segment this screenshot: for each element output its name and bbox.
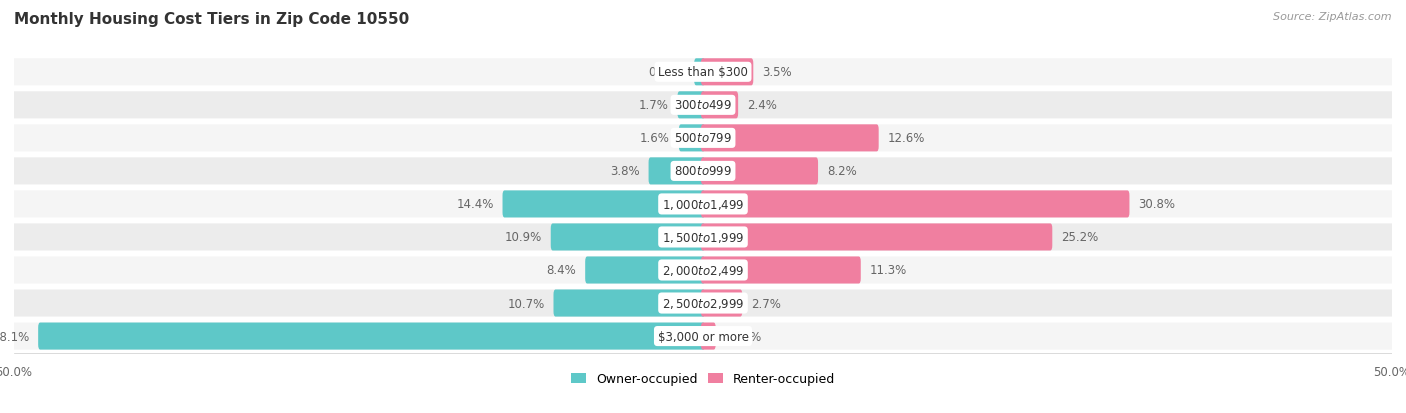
- Text: $300 to $499: $300 to $499: [673, 99, 733, 112]
- Legend: Owner-occupied, Renter-occupied: Owner-occupied, Renter-occupied: [567, 367, 839, 390]
- FancyBboxPatch shape: [702, 92, 738, 119]
- Text: 0.77%: 0.77%: [724, 330, 762, 343]
- FancyBboxPatch shape: [0, 290, 1406, 317]
- FancyBboxPatch shape: [0, 224, 1406, 251]
- FancyBboxPatch shape: [0, 257, 1406, 284]
- Text: $2,500 to $2,999: $2,500 to $2,999: [662, 296, 744, 310]
- Text: 10.7%: 10.7%: [508, 297, 544, 310]
- Text: 8.4%: 8.4%: [547, 264, 576, 277]
- Text: 3.8%: 3.8%: [610, 165, 640, 178]
- Text: 3.5%: 3.5%: [762, 66, 792, 79]
- FancyBboxPatch shape: [678, 92, 704, 119]
- FancyBboxPatch shape: [0, 191, 1406, 218]
- Text: 0.49%: 0.49%: [648, 66, 685, 79]
- FancyBboxPatch shape: [502, 191, 704, 218]
- Text: $500 to $799: $500 to $799: [673, 132, 733, 145]
- Text: Source: ZipAtlas.com: Source: ZipAtlas.com: [1274, 12, 1392, 22]
- FancyBboxPatch shape: [38, 323, 704, 350]
- FancyBboxPatch shape: [0, 92, 1406, 119]
- FancyBboxPatch shape: [702, 290, 742, 317]
- FancyBboxPatch shape: [702, 59, 754, 86]
- Text: 2.4%: 2.4%: [747, 99, 778, 112]
- Text: $800 to $999: $800 to $999: [673, 165, 733, 178]
- Text: $1,500 to $1,999: $1,500 to $1,999: [662, 230, 744, 244]
- Text: 48.1%: 48.1%: [0, 330, 30, 343]
- Text: 1.7%: 1.7%: [638, 99, 669, 112]
- FancyBboxPatch shape: [554, 290, 704, 317]
- FancyBboxPatch shape: [702, 191, 1129, 218]
- FancyBboxPatch shape: [0, 125, 1406, 152]
- Text: Monthly Housing Cost Tiers in Zip Code 10550: Monthly Housing Cost Tiers in Zip Code 1…: [14, 12, 409, 27]
- FancyBboxPatch shape: [0, 59, 1406, 86]
- FancyBboxPatch shape: [702, 257, 860, 284]
- FancyBboxPatch shape: [695, 59, 704, 86]
- FancyBboxPatch shape: [551, 224, 704, 251]
- Text: $1,000 to $1,499: $1,000 to $1,499: [662, 197, 744, 211]
- Text: 10.9%: 10.9%: [505, 231, 541, 244]
- FancyBboxPatch shape: [585, 257, 704, 284]
- Text: 14.4%: 14.4%: [456, 198, 494, 211]
- FancyBboxPatch shape: [648, 158, 704, 185]
- FancyBboxPatch shape: [702, 323, 716, 350]
- Text: $2,000 to $2,499: $2,000 to $2,499: [662, 263, 744, 277]
- Text: $3,000 or more: $3,000 or more: [658, 330, 748, 343]
- Text: Less than $300: Less than $300: [658, 66, 748, 79]
- Text: 25.2%: 25.2%: [1062, 231, 1098, 244]
- Text: 2.7%: 2.7%: [751, 297, 782, 310]
- Text: 1.6%: 1.6%: [640, 132, 669, 145]
- FancyBboxPatch shape: [702, 158, 818, 185]
- Text: 11.3%: 11.3%: [870, 264, 907, 277]
- FancyBboxPatch shape: [679, 125, 704, 152]
- Text: 8.2%: 8.2%: [827, 165, 856, 178]
- Text: 30.8%: 30.8%: [1139, 198, 1175, 211]
- FancyBboxPatch shape: [702, 125, 879, 152]
- FancyBboxPatch shape: [702, 224, 1052, 251]
- FancyBboxPatch shape: [0, 323, 1406, 350]
- Text: 12.6%: 12.6%: [887, 132, 925, 145]
- FancyBboxPatch shape: [0, 158, 1406, 185]
